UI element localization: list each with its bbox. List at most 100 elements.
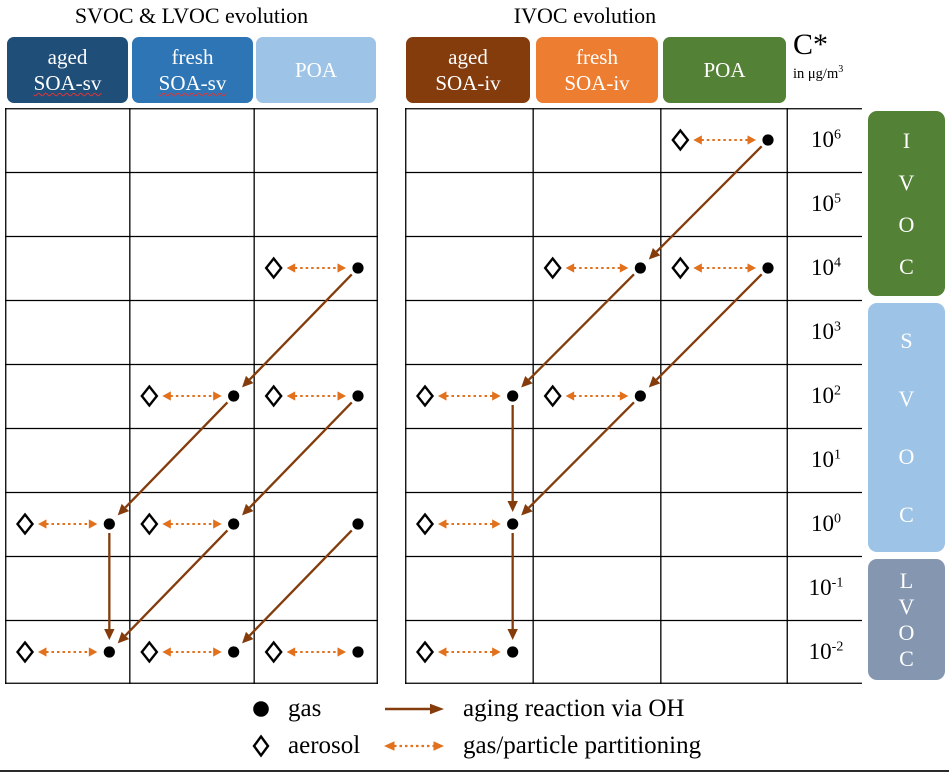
aging-arrow xyxy=(117,529,229,644)
gas-aerosol-marker xyxy=(140,640,240,664)
legend-aging-label: aging reaction via OH xyxy=(463,695,685,722)
column-header-poa-right: POA xyxy=(663,37,786,103)
column-header-fresh-soa-sv: fresh SOA-sv xyxy=(132,37,253,103)
aerosol-diamond-icon xyxy=(15,640,35,664)
aging-arrow xyxy=(242,273,353,388)
aging-arrow xyxy=(242,401,353,516)
header-label-line2: SOA-sv xyxy=(33,71,102,95)
cstar-value: 106 xyxy=(811,127,841,152)
aging-arrow xyxy=(648,145,763,260)
header-label-line2: SOA-sv xyxy=(158,71,227,95)
cstar-value: 101 xyxy=(811,447,841,472)
aerosol-diamond-icon xyxy=(415,384,435,408)
aerosol-diamond-icon xyxy=(264,256,283,280)
aging-arrow xyxy=(242,529,353,644)
aerosol-diamond-icon xyxy=(415,512,435,536)
gas-dot-icon xyxy=(352,646,364,658)
header-label-line1: POA xyxy=(703,58,746,82)
aging-arrow xyxy=(507,405,518,512)
gas-aerosol-marker xyxy=(543,256,646,280)
column-header-aged-soa-iv: aged SOA-iv xyxy=(406,37,530,103)
header-label-line1: aged xyxy=(47,45,88,69)
cstar-symbol: C* xyxy=(793,28,829,61)
gas-dot-icon xyxy=(352,518,364,530)
legend-aging: aging reaction via OH xyxy=(382,691,684,727)
header-label-line2: SOA-iv xyxy=(564,71,630,95)
legend-gas-label: gas xyxy=(288,695,322,722)
gas-aerosol-marker xyxy=(415,512,519,536)
solid-arrow-icon xyxy=(382,701,446,717)
cstar-value: 104 xyxy=(811,255,841,280)
header-label-line2: SOA-iv xyxy=(435,71,501,95)
cstar-value: 10-1 xyxy=(808,575,844,600)
gas-aerosol-marker xyxy=(140,512,240,536)
gas-dot-icon xyxy=(228,646,240,658)
aerosol-diamond-icon xyxy=(543,256,562,280)
aerosol-diamond-icon xyxy=(140,512,159,536)
svoc-lvoc-grid xyxy=(5,108,378,684)
dashed-double-arrow-icon xyxy=(382,738,446,754)
legend-aerosol: aerosol xyxy=(247,728,360,764)
aging-arrow xyxy=(507,533,518,640)
header-label-line1: POA xyxy=(294,58,337,82)
gas-dot-icon xyxy=(507,646,519,658)
gas-dot-icon xyxy=(352,390,364,402)
left-panel-title: SVOC & LVOC evolution xyxy=(74,3,309,28)
gas-dot-icon xyxy=(762,134,774,146)
header-label-line1: fresh xyxy=(576,45,618,69)
aerosol-diamond-icon xyxy=(140,384,159,408)
aerosol-diamond-icon xyxy=(264,384,283,408)
cstar-value: 103 xyxy=(811,319,841,344)
gas-aerosol-marker xyxy=(15,640,115,664)
gas-dot-icon xyxy=(103,518,115,530)
gas-aerosol-marker xyxy=(671,128,774,152)
gas-dot-icon xyxy=(507,518,519,530)
filled-circle-icon xyxy=(247,699,275,719)
aerosol-diamond-icon xyxy=(543,384,562,408)
aging-arrow xyxy=(648,273,763,388)
header-label-line1: fresh xyxy=(171,45,214,69)
gas-dot-icon xyxy=(228,518,240,530)
aerosol-diamond-icon xyxy=(140,640,159,664)
column-header-fresh-soa-iv: fresh SOA-iv xyxy=(536,37,658,103)
aerosol-diamond-icon xyxy=(415,640,435,664)
gas-aerosol-marker xyxy=(15,512,115,536)
gas-dot-icon xyxy=(228,390,240,402)
gas-dot-icon xyxy=(634,262,646,274)
cstar-value: 10-2 xyxy=(808,639,844,664)
cstar-value: 105 xyxy=(811,191,841,216)
aging-arrow xyxy=(104,533,115,640)
gas-aerosol-marker xyxy=(415,640,519,664)
open-diamond-icon xyxy=(247,734,275,758)
gas-dot-icon xyxy=(762,262,774,274)
aerosol-diamond-icon xyxy=(15,512,35,536)
gas-aerosol-marker xyxy=(415,384,519,408)
gas-dot-icon xyxy=(634,390,646,402)
ivoc-grid xyxy=(405,108,862,684)
gas-aerosol-marker xyxy=(543,384,646,408)
legend-partitioning: gas/particle partitioning xyxy=(382,728,701,764)
aging-arrow xyxy=(117,401,229,516)
aging-arrow xyxy=(521,401,635,516)
cstar-unit: in μg/m3 xyxy=(793,64,844,82)
aerosol-diamond-icon xyxy=(671,256,690,280)
aging-arrow xyxy=(521,273,635,388)
legend-gas: gas xyxy=(247,691,321,727)
aerosol-diamond-icon xyxy=(264,640,283,664)
gas-aerosol-marker xyxy=(140,384,240,408)
gas-dot-icon xyxy=(103,646,115,658)
gas-dot-icon xyxy=(507,390,519,402)
gas-aerosol-marker xyxy=(671,256,774,280)
column-header-poa-left: POA xyxy=(256,37,376,103)
cstar-value: 102 xyxy=(811,383,841,408)
header-label-line1: aged xyxy=(448,45,488,69)
gas-aerosol-marker xyxy=(264,256,364,280)
cstar-header: C* in μg/m3 xyxy=(793,28,875,83)
legend-aerosol-label: aerosol xyxy=(288,732,361,759)
gas-dot-icon xyxy=(352,262,364,274)
cstar-value: 100 xyxy=(811,511,841,536)
